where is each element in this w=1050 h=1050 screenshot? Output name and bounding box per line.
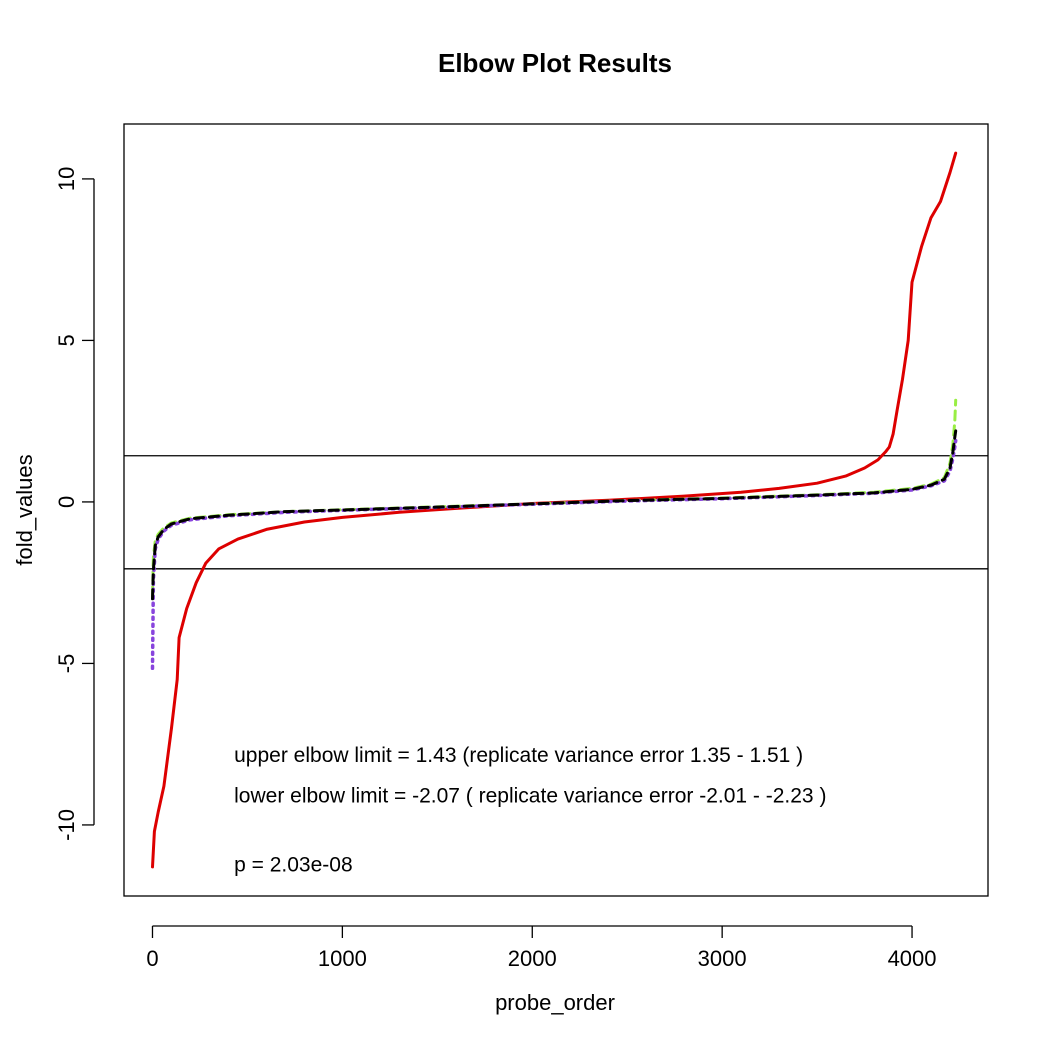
x-tick-label: 0 — [146, 946, 158, 971]
series-line-1 — [151, 151, 958, 869]
x-axis-label: probe_order — [495, 990, 615, 1015]
x-tick-label: 4000 — [888, 946, 937, 971]
annotations: upper elbow limit = 1.43 (replicate vari… — [234, 744, 826, 877]
y-axis: -10 -5 0 5 10 — [54, 167, 95, 841]
y-tick-label: 5 — [54, 334, 79, 346]
plot-frame — [123, 123, 989, 897]
series-line-2 — [151, 398, 958, 598]
annotation-text-3: p = 2.03e-08 — [234, 854, 353, 877]
chart-title: Elbow Plot Results — [438, 48, 672, 78]
y-tick-label: -5 — [54, 654, 79, 674]
series-line-4 — [151, 429, 958, 601]
annotation-text-2: lower elbow limit = -2.07 ( replicate va… — [234, 784, 826, 807]
y-tick-label: 10 — [54, 167, 79, 191]
y-tick-label: -10 — [54, 809, 79, 841]
x-tick-label: 3000 — [698, 946, 747, 971]
x-axis: 0 1000 2000 3000 4000 — [146, 925, 937, 971]
x-tick-label: 1000 — [318, 946, 367, 971]
plot-area — [124, 151, 988, 869]
x-tick-label: 2000 — [508, 946, 557, 971]
y-axis-label: fold_values — [12, 454, 37, 565]
y-tick-label: 0 — [54, 496, 79, 508]
series-line-3 — [150, 438, 958, 671]
annotation-text-1: upper elbow limit = 1.43 (replicate vari… — [234, 744, 803, 767]
